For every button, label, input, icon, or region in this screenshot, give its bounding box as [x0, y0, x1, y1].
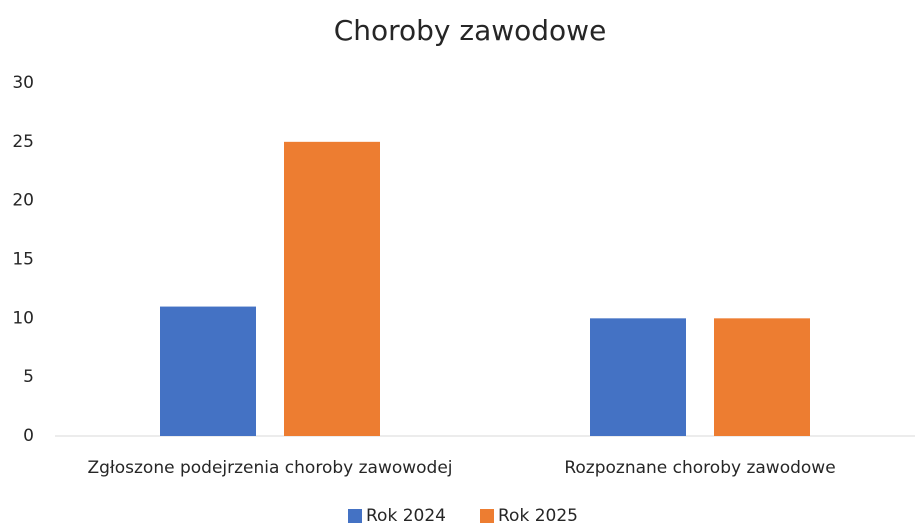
legend-label: Rok 2025	[498, 506, 578, 526]
y-tick-label: 10	[12, 308, 34, 328]
bar	[714, 318, 810, 436]
y-tick-label: 20	[12, 191, 34, 211]
bar	[160, 306, 256, 436]
x-tick-label: Zgłoszone podejrzenia choroby zawowodej	[87, 458, 452, 478]
y-tick-label: 15	[12, 250, 34, 270]
x-tick-label: Rozpoznane choroby zawodowe	[564, 458, 835, 478]
y-tick-label: 5	[23, 367, 34, 387]
chart-title: Choroby zawodowe	[334, 14, 607, 47]
legend-swatch	[348, 509, 362, 523]
y-tick-label: 25	[12, 132, 34, 152]
y-tick-label: 30	[12, 73, 34, 93]
bar	[590, 318, 686, 436]
y-tick-label: 0	[23, 426, 34, 446]
legend-label: Rok 2024	[366, 506, 446, 526]
bar	[284, 141, 380, 437]
legend-swatch	[480, 509, 494, 523]
